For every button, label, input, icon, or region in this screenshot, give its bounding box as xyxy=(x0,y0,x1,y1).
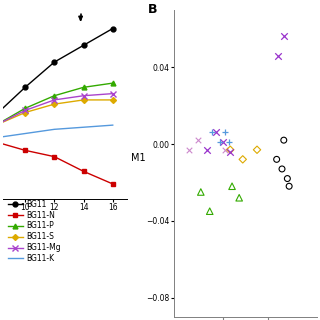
Point xyxy=(220,140,226,145)
Point xyxy=(228,147,233,152)
Point xyxy=(287,184,292,189)
Point xyxy=(187,147,192,152)
Point xyxy=(281,34,286,39)
Point xyxy=(236,195,242,200)
Point xyxy=(207,209,212,214)
Point xyxy=(281,138,286,143)
Point xyxy=(274,157,279,162)
Point xyxy=(209,130,214,135)
Point xyxy=(218,140,223,145)
Point xyxy=(279,166,284,172)
Legend: BG11, BG11-N, BG11-P, BG11-S, BG11-Mg, BG11-K: BG11, BG11-N, BG11-P, BG11-S, BG11-Mg, B… xyxy=(4,196,64,266)
Point xyxy=(240,157,245,162)
Point xyxy=(228,149,233,154)
Point xyxy=(276,53,281,58)
Point xyxy=(229,184,235,189)
Point xyxy=(198,189,204,195)
Point xyxy=(227,140,232,145)
Point xyxy=(196,138,201,143)
Point xyxy=(204,147,210,152)
Point xyxy=(222,130,228,135)
Point xyxy=(213,130,219,135)
Point xyxy=(254,147,260,152)
Point xyxy=(285,176,290,181)
Point xyxy=(222,147,228,152)
Y-axis label: M1: M1 xyxy=(131,153,146,163)
Text: B: B xyxy=(148,4,158,16)
